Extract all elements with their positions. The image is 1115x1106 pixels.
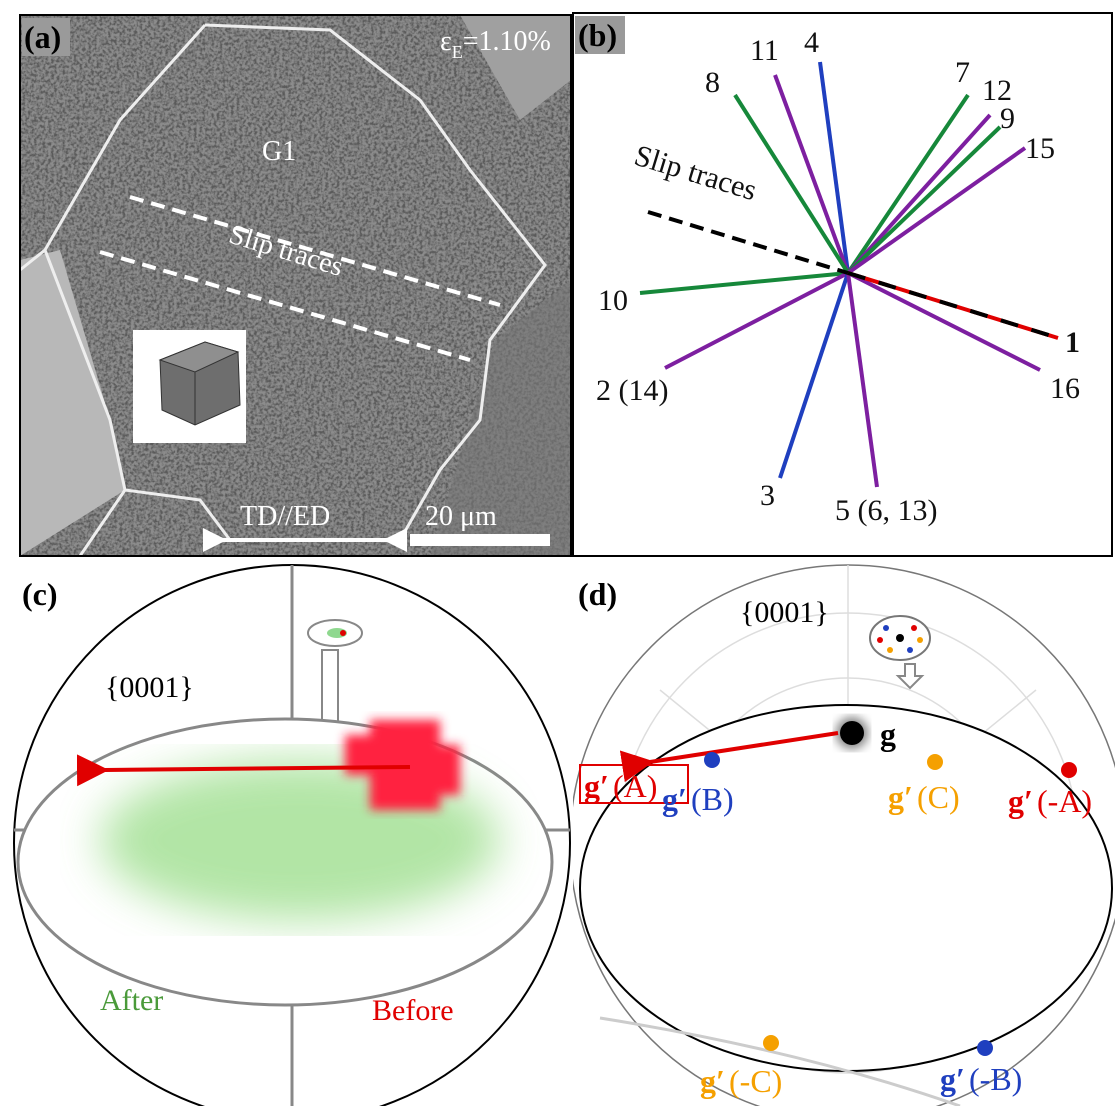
plane-label: {0001} — [740, 596, 829, 629]
grain-label: G1 — [262, 136, 296, 167]
panel-label: (d) — [578, 576, 617, 612]
g-label: g — [880, 716, 896, 752]
system-label: 4 — [804, 26, 819, 59]
system-label: 3 — [760, 479, 775, 512]
g-prime-label: g′(-C) — [700, 1063, 782, 1099]
text: (-B) — [969, 1061, 1022, 1097]
text: (A) — [613, 768, 657, 804]
system-label: 16 — [1050, 372, 1080, 405]
page: {"panels": [ {"label": "(a)", "strain": … — [0, 0, 1115, 1106]
system-label: 1 — [1065, 326, 1080, 359]
text: (C) — [917, 779, 960, 815]
after-label: After — [100, 984, 163, 1017]
g-prime-label: g′(-A) — [1008, 783, 1092, 819]
system-label: 2 (14) — [596, 374, 668, 407]
text: g′ — [584, 768, 609, 804]
plane-label: {0001} — [105, 671, 194, 704]
text: g′ — [662, 781, 687, 817]
figure: (a) εE=1.10% G1 Slip traces TD//ED 20 μm… — [0, 0, 1115, 1106]
text: (-A) — [1037, 783, 1092, 819]
g-prime-label: g′(C) — [888, 779, 960, 815]
text: E — [452, 42, 463, 62]
system-label: 8 — [705, 66, 720, 99]
system-label: 10 — [598, 284, 628, 317]
system-label: 7 — [955, 56, 970, 89]
panel-c — [14, 565, 570, 1106]
text: g′ — [700, 1063, 725, 1099]
panel-a — [20, 15, 571, 556]
text: =1.10% — [463, 26, 551, 57]
system-label: 9 — [1000, 102, 1015, 135]
text: (B) — [691, 781, 734, 817]
panel-d — [570, 565, 1115, 1106]
panel-label: (c) — [22, 576, 58, 612]
text: g′ — [1008, 783, 1033, 819]
g-prime-label: g′(A) — [584, 768, 657, 804]
g-prime-label: g′(-B) — [940, 1061, 1022, 1097]
scale-bar-label: 20 μm — [425, 501, 497, 532]
before-label: Before — [372, 994, 454, 1027]
text: g′ — [940, 1061, 965, 1097]
text: ε — [440, 26, 452, 57]
system-label: 11 — [750, 34, 779, 67]
panel-label: (b) — [578, 17, 617, 53]
panel-label: (a) — [24, 19, 61, 55]
g-prime-label: g′(B) — [662, 781, 734, 817]
text: g′ — [888, 779, 913, 815]
text: (-C) — [729, 1063, 782, 1099]
direction-label: TD//ED — [240, 501, 330, 532]
system-label: 15 — [1025, 132, 1055, 165]
system-label: 5 (6, 13) — [835, 494, 937, 527]
